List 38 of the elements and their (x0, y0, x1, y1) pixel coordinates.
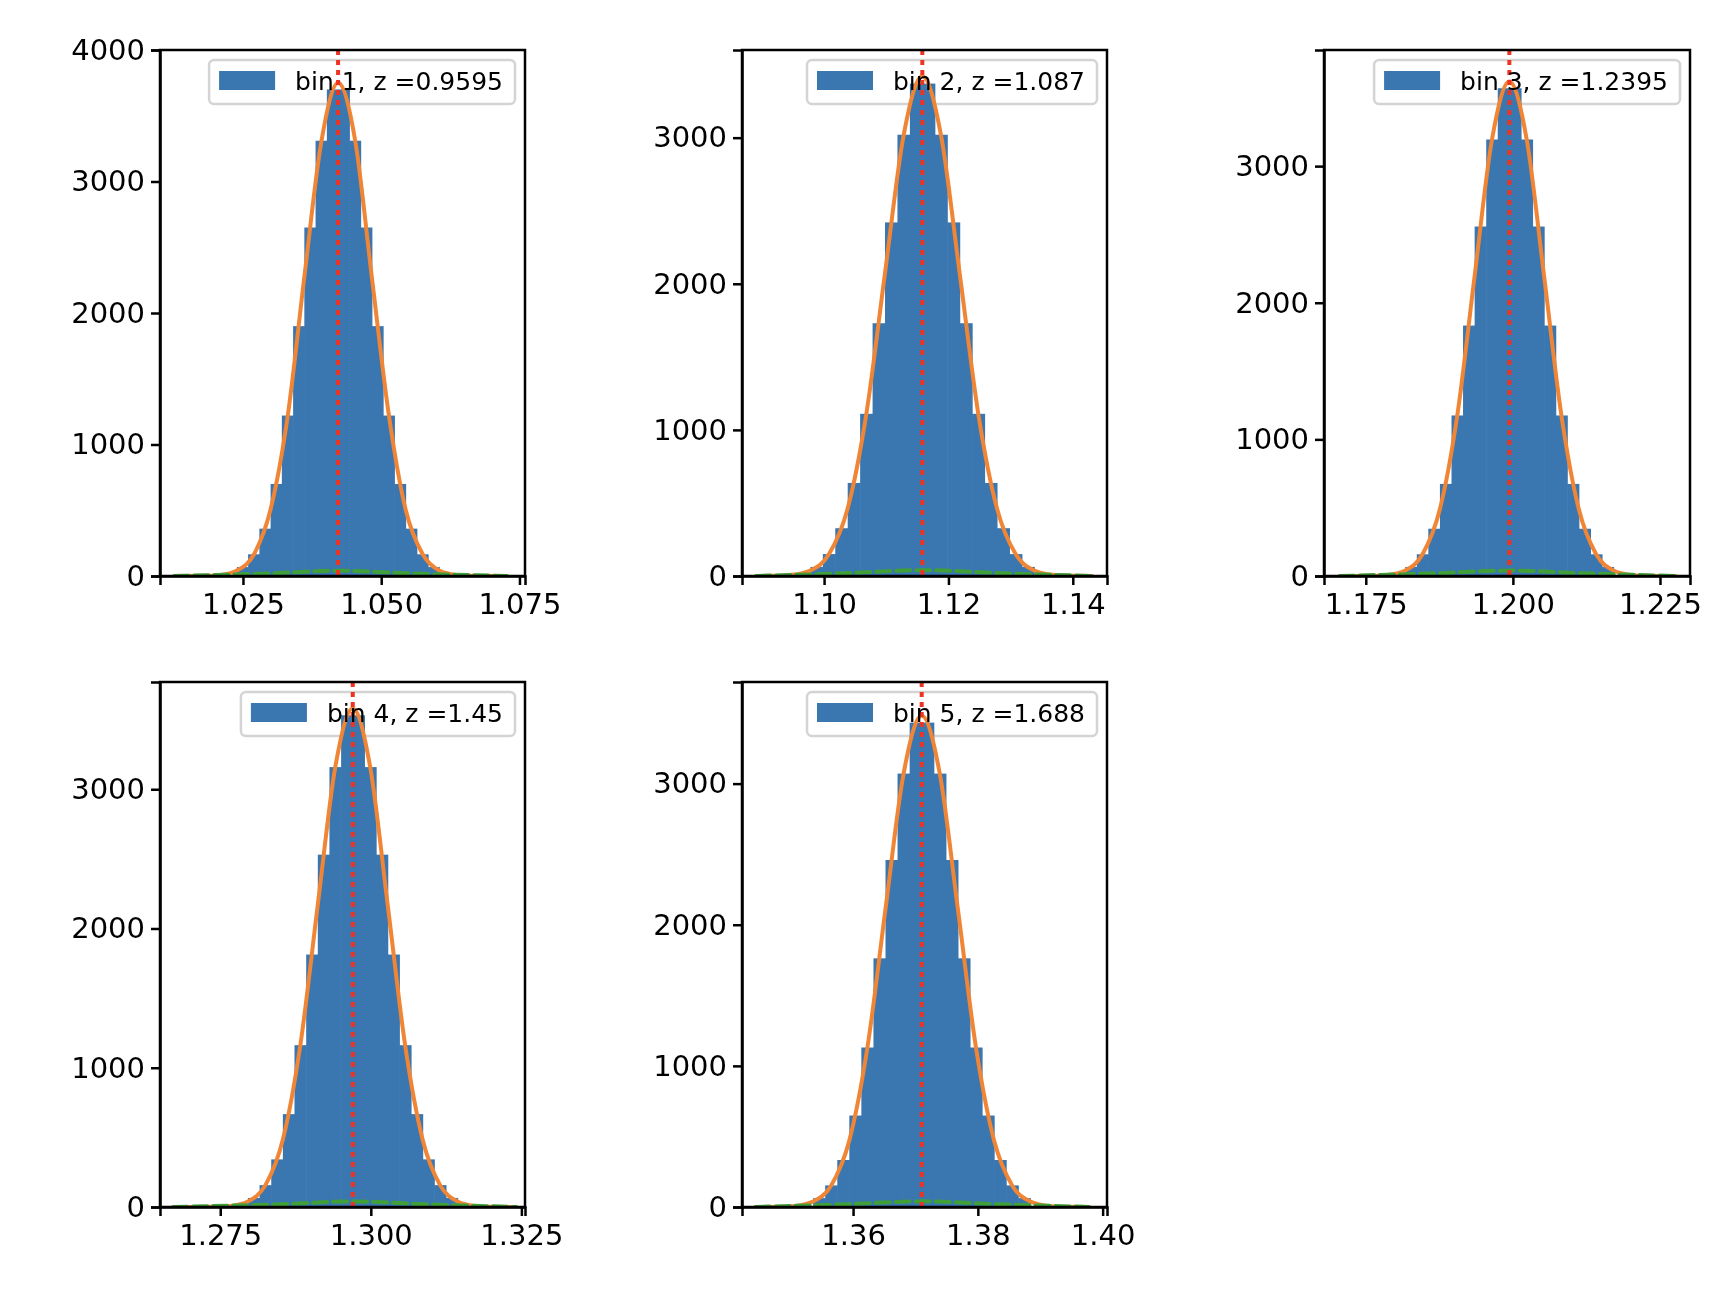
y-tick-label: 0 (708, 558, 727, 593)
x-tick-label: 1.025 (201, 586, 285, 621)
y-tick-label: 0 (126, 558, 145, 593)
legend-label: bin 5, z =1.688 (893, 699, 1085, 728)
x-tick-label: 1.36 (821, 1217, 886, 1252)
x-tick-label: 1.050 (340, 586, 424, 621)
y-tick-label: 2000 (71, 295, 145, 330)
x-tick-label: 1.200 (1471, 586, 1555, 621)
y-tick-label: 0 (1290, 558, 1309, 593)
y-tick-label: 1000 (71, 1050, 145, 1085)
y-tick-label: 3000 (71, 772, 145, 807)
y-tick-label: 1000 (653, 412, 727, 447)
y-tick-label: 1000 (1235, 422, 1309, 457)
y-tick-label: 3000 (653, 120, 727, 155)
x-tick-label: 1.175 (1324, 586, 1408, 621)
x-tick-label: 1.275 (179, 1217, 263, 1252)
x-tick-label: 1.225 (1618, 586, 1703, 621)
x-tick-label: 1.40 (1070, 1217, 1136, 1252)
y-tick-label: 0 (126, 1189, 145, 1224)
y-tick-label: 3000 (653, 766, 727, 801)
y-tick-label: 2000 (653, 266, 727, 301)
y-tick-label: 3000 (71, 164, 145, 199)
y-tick-label: 2000 (71, 911, 145, 946)
x-tick-label: 1.38 (946, 1217, 1011, 1252)
x-tick-label: 1.14 (1041, 586, 1106, 621)
y-tick-label: 2000 (1235, 285, 1309, 320)
y-tick-label: 3000 (1235, 148, 1309, 183)
y-tick-label: 2000 (653, 907, 727, 942)
x-tick-label: 1.075 (478, 586, 562, 621)
y-tick-label: 1000 (653, 1048, 727, 1083)
x-tick-label: 1.300 (329, 1217, 413, 1252)
x-tick-label: 1.325 (480, 1217, 564, 1252)
y-tick-label: 0 (708, 1189, 727, 1224)
y-tick-label: 1000 (71, 427, 145, 462)
x-tick-label: 1.10 (792, 586, 857, 621)
legend-label: bin 1, z =0.9595 (295, 67, 503, 96)
x-tick-label: 1.12 (916, 586, 982, 621)
y-tick-label: 4000 (71, 32, 145, 67)
